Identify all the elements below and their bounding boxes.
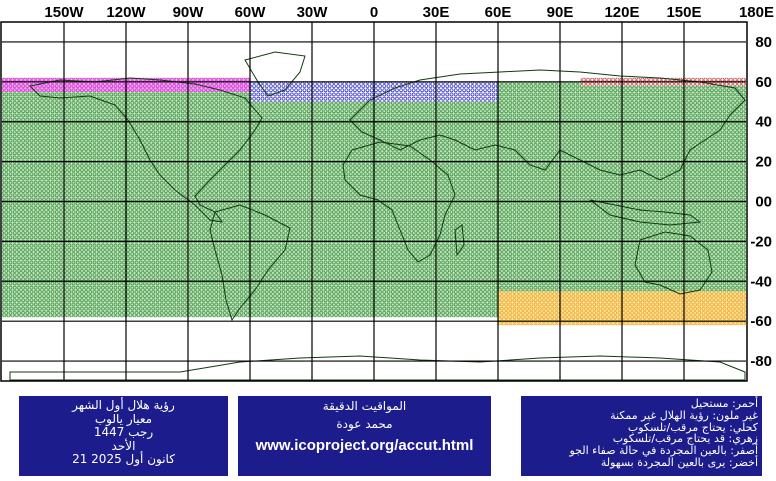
greenland-outline (244, 51, 306, 97)
credits-panel: المواقيت الدقيقة محمد عودة www.icoprojec… (237, 395, 492, 477)
credits-title: المواقيت الدقيقة (322, 399, 407, 413)
weekday: الأحد (111, 438, 136, 453)
lat-tick-label: 00 (755, 194, 772, 211)
lon-tick-label: 30E (423, 4, 450, 21)
latitude-labels: 80 60 40 20 00 -20 -40 -60 -80 (750, 34, 772, 370)
lon-tick-label: 60W (235, 4, 267, 21)
legend-item-pink: زهري: قد يحتاج مرقب/تلسكوب (612, 432, 758, 446)
africa-outline (342, 141, 456, 263)
lon-tick-label: 150E (666, 4, 701, 21)
month-info-panel: رؤية هلال أول الشهر معيار يالوب رجب 1447… (18, 395, 229, 477)
lon-tick-label: 150W (44, 4, 84, 21)
lon-tick-label: 90W (173, 4, 205, 21)
legend-item-red: أحمر: مستحيل (690, 397, 758, 410)
visibility-map: 150W 120W 90W 60W 30W 0 30E 60E 90E 120E 150E 180E … (0, 4, 774, 382)
madagascar-outline (454, 224, 465, 257)
lat-tick-label: -60 (750, 313, 772, 330)
lat-tick-label: 80 (755, 34, 772, 51)
hijri-month: رجب 1447 (93, 425, 154, 439)
criterion-label: معيار يالوب (94, 411, 153, 426)
north-america-outline (28, 77, 263, 223)
indonesia-outline (589, 199, 702, 226)
website-link[interactable]: www.icoproject.org/accut.html (255, 437, 474, 454)
lat-tick-label: 60 (755, 74, 772, 91)
antarctica-outline (9, 355, 746, 381)
graticule (2, 22, 746, 381)
panel-title: رؤية هلال أول الشهر (72, 398, 175, 412)
lat-tick-label: -20 (750, 233, 772, 250)
longitude-labels: 150W 120W 90W 60W 30W 0 30E 60E 90E 120E 150E 180E (44, 4, 774, 21)
lat-tick-label: 40 (755, 114, 772, 131)
south-america-outline (209, 204, 291, 322)
author-name: محمد عودة (336, 417, 393, 431)
eurasia-outline (349, 69, 746, 181)
lon-tick-label: 0 (370, 4, 378, 21)
legend-item-uncolored: غير ملون: رؤية الهلال غير ممكنة (610, 408, 758, 422)
legend-item-green: أخضر: يرى بالعين المجردة بسهولة (600, 455, 758, 469)
legend-item-yellow: أصفر: بالعين المجردة في حالة صفاء الجو (569, 444, 758, 458)
lon-tick-label: 180E (739, 4, 774, 21)
lon-tick-label: 30W (297, 4, 329, 21)
lon-tick-label: 120E (604, 4, 639, 21)
legend-item-navy: كحلي: يحتاج مرقب/تلسكوب (627, 420, 758, 434)
lat-tick-label: -80 (750, 353, 772, 370)
lat-tick-label: -40 (750, 273, 772, 290)
map-frame (0, 21, 748, 382)
lon-tick-label: 60E (485, 4, 512, 21)
australia-outline (634, 231, 713, 295)
lat-tick-label: 20 (755, 154, 772, 171)
gregorian-date: 21 كانون أول 2025 (72, 452, 175, 466)
legend-panel: أحمر: مستحيل غير ملون: رؤية الهلال غير م… (520, 395, 763, 477)
coastlines (9, 51, 746, 381)
lon-tick-label: 120W (106, 4, 146, 21)
lon-tick-label: 90E (547, 4, 574, 21)
